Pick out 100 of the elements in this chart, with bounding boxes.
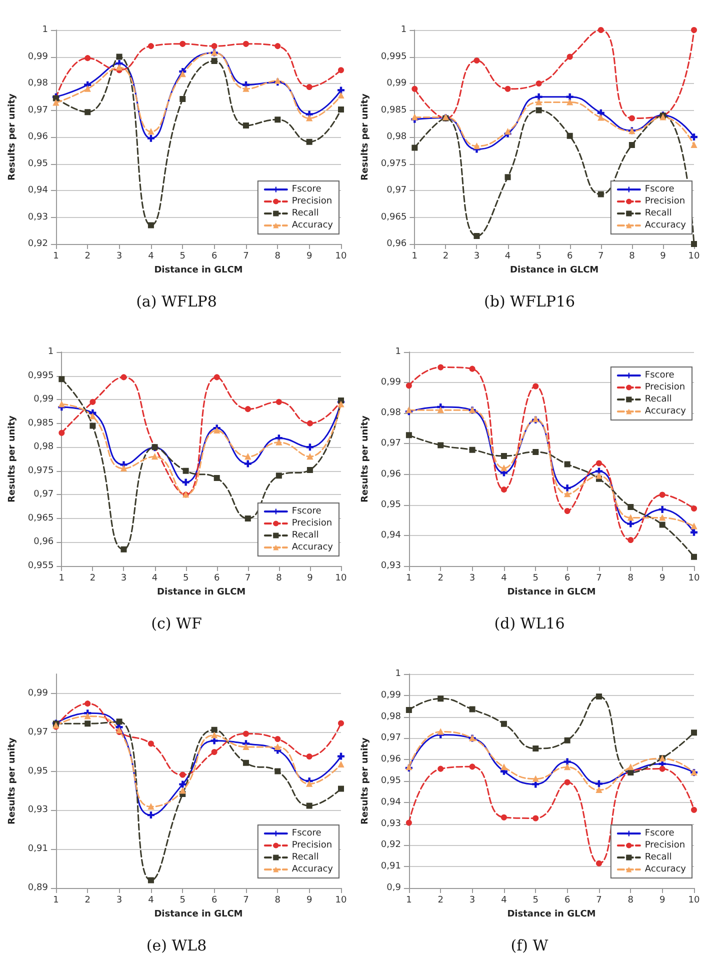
- y-tick-label: 1: [400, 25, 407, 35]
- y-tick-label: 0,98: [380, 408, 402, 418]
- y-tick-label: 0,98: [386, 132, 407, 142]
- legend-label: Fscore: [644, 828, 675, 838]
- y-tick-label: 0,97: [386, 186, 407, 196]
- y-tick-label: 0,96: [380, 469, 402, 480]
- legend-label: Fscore: [644, 370, 675, 380]
- x-tick-label: 8: [274, 252, 281, 262]
- y-tick-label: 0,91: [380, 862, 401, 872]
- x-tick-label: 4: [501, 896, 508, 906]
- y-axis-title: Results per unity: [360, 737, 370, 824]
- x-tick-label: 4: [148, 896, 154, 906]
- y-tick-label: 1: [48, 347, 54, 357]
- y-tick-label: 0,93: [380, 561, 401, 571]
- x-tick-label: 5: [532, 896, 538, 906]
- y-tick-label: 0,995: [380, 52, 407, 62]
- x-tick-label: 9: [306, 896, 312, 906]
- x-tick-label: 4: [148, 252, 154, 262]
- legend-label: Precision: [292, 840, 332, 850]
- y-tick-label: 1: [42, 25, 48, 35]
- x-tick-label: 3: [120, 574, 127, 584]
- y-tick-label: 0,92: [380, 840, 401, 850]
- y-tick-label: 0,99: [380, 378, 402, 388]
- legend-label: Recall: [644, 394, 672, 404]
- x-tick-label: 6: [211, 896, 218, 906]
- y-tick-label: 0,93: [380, 818, 401, 829]
- y-tick-label: 0,975: [380, 158, 407, 169]
- y-tick-label: 0,9: [386, 883, 402, 893]
- y-tick-label: 0,96: [386, 239, 407, 249]
- x-tick-label: 1: [58, 574, 65, 584]
- legend-label: Precision: [644, 382, 686, 392]
- y-tick-label: 0,975: [28, 466, 54, 476]
- y-tick-label: 0,995: [28, 370, 54, 381]
- y-tick-label: 0,97: [380, 733, 401, 744]
- x-tick-label: 8: [276, 574, 282, 584]
- x-tick-label: 6: [211, 252, 218, 262]
- y-tick-label: 0,98: [28, 78, 48, 88]
- x-tick-label: 10: [335, 252, 347, 262]
- y-tick-label: 0,89: [28, 883, 48, 893]
- x-tick-label: 10: [335, 574, 347, 584]
- y-tick-label: 0,94: [380, 530, 402, 540]
- x-tick-label: 5: [532, 574, 538, 584]
- legend-label: Recall: [644, 208, 672, 218]
- x-tick-label: 1: [412, 252, 418, 262]
- legend-label: Recall: [292, 208, 319, 218]
- x-tick-label: 8: [628, 574, 634, 584]
- x-tick-label: 7: [596, 896, 602, 906]
- x-tick-label: 7: [596, 574, 602, 584]
- x-tick-label: 5: [180, 252, 186, 262]
- y-tick-label: 0,97: [28, 105, 48, 116]
- x-tick-label: 4: [504, 252, 511, 262]
- legend-label: Fscore: [292, 506, 322, 516]
- text: (a) WFLP8: [136, 292, 217, 310]
- x-axis-title: Distance in GLCM: [507, 909, 596, 920]
- y-tick-label: 1: [395, 347, 401, 357]
- y-axis-title: Results per unity: [8, 737, 18, 824]
- x-tick-label: 7: [598, 252, 604, 262]
- x-tick-label: 8: [274, 896, 281, 906]
- x-axis-title: Distance in GLCM: [157, 587, 246, 598]
- y-tick-label: 0,95: [28, 766, 48, 776]
- legend-label: Fscore: [292, 184, 322, 194]
- text: (b) WFLP16: [484, 292, 576, 310]
- legend-label: Accuracy: [644, 406, 687, 416]
- legend-label: Precision: [292, 518, 332, 528]
- legend-label: Fscore: [644, 184, 675, 194]
- text: (c) WF: [151, 614, 202, 632]
- x-tick-label: 9: [659, 574, 666, 584]
- x-tick-label: 6: [566, 252, 573, 262]
- y-tick-label: 1: [395, 669, 401, 679]
- x-tick-label: 2: [438, 896, 444, 906]
- x-tick-label: 3: [469, 574, 476, 584]
- legend-label: Accuracy: [644, 220, 687, 230]
- y-tick-label: 0,97: [28, 727, 48, 738]
- x-tick-label: 10: [688, 574, 700, 584]
- x-tick-label: 8: [628, 896, 634, 906]
- legend-label: Recall: [644, 852, 672, 862]
- legend-label: Recall: [292, 530, 319, 540]
- x-tick-label: 10: [688, 896, 700, 906]
- y-tick-label: 0,99: [386, 78, 407, 88]
- y-tick-label: 0,98: [380, 712, 402, 722]
- x-tick-label: 3: [474, 252, 480, 262]
- x-tick-label: 4: [501, 574, 508, 584]
- legend-label: Fscore: [292, 828, 322, 838]
- legend-label: Recall: [292, 852, 319, 862]
- legend-label: Accuracy: [292, 220, 334, 230]
- x-tick-label: 3: [116, 896, 122, 906]
- legend-label: Precision: [644, 840, 686, 850]
- y-tick-label: 0,985: [28, 418, 54, 428]
- x-tick-label: 5: [182, 574, 189, 584]
- x-tick-label: 6: [214, 574, 220, 584]
- y-tick-label: 0,955: [28, 561, 54, 571]
- legend-label: Accuracy: [292, 864, 334, 874]
- y-tick-label: 0,99: [34, 394, 54, 405]
- y-tick-label: 0,93: [28, 805, 48, 816]
- y-tick-label: 0,95: [28, 158, 48, 169]
- y-tick-label: 0,985: [380, 105, 407, 116]
- y-tick-label: 0,92: [28, 239, 48, 249]
- y-axis-title: Results per unity: [8, 415, 18, 502]
- x-tick-label: 7: [243, 252, 249, 262]
- y-tick-label: 0,94: [28, 186, 48, 196]
